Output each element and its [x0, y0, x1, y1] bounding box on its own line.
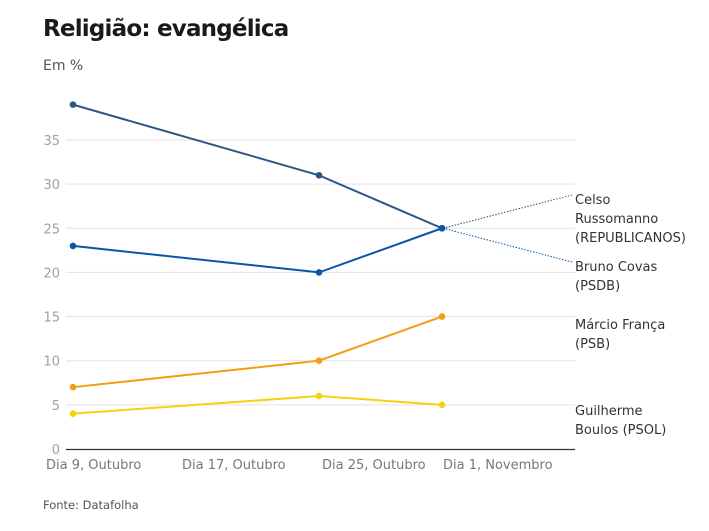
series-line [72, 315, 443, 389]
y-tick-label: 30 [43, 178, 60, 193]
data-point [315, 357, 323, 365]
leader-line [442, 227, 573, 263]
series-label: Celso [575, 193, 610, 208]
y-tick-label: 5 [52, 399, 60, 414]
data-point [315, 171, 323, 179]
data-point [438, 401, 446, 409]
series-label: Bruno Covas [575, 260, 658, 275]
data-point [69, 383, 77, 391]
y-tick-label: 35 [43, 134, 60, 149]
series-label: (PSB) [575, 337, 610, 352]
y-tick-label: 20 [43, 266, 60, 281]
leader-line [442, 194, 573, 229]
data-point [438, 313, 446, 320]
data-point [69, 410, 77, 417]
series-label: (PSDB) [575, 279, 620, 294]
series-line [72, 103, 443, 230]
y-tick-label: 0 [52, 443, 60, 458]
x-tick-label: Dia 9, Outubro [46, 458, 141, 473]
chart-title: Religião: evangélica [43, 16, 289, 42]
x-tick-label: Dia 1, Novembro [443, 458, 553, 473]
series-label: Guilherme [575, 404, 643, 419]
data-point [315, 392, 323, 400]
series-line [72, 227, 443, 274]
series-label: Russomanno [575, 212, 658, 227]
series-label: Boulos (PSOL) [575, 423, 666, 438]
y-tick-label: 15 [43, 311, 60, 326]
x-tick-label: Dia 25, Outubro [322, 458, 426, 473]
chart-subtitle: Em % [43, 58, 84, 74]
data-point [438, 224, 446, 232]
y-tick-label: 10 [43, 355, 60, 370]
data-point [315, 269, 323, 276]
x-tick-label: Dia 17, Outubro [182, 458, 286, 473]
data-point [69, 242, 77, 250]
data-point [69, 101, 77, 108]
source-note: Fonte: Datafolha [43, 498, 139, 512]
series-label: Márcio França [575, 318, 665, 333]
series-label: (REPUBLICANOS) [575, 231, 686, 246]
y-tick-label: 25 [43, 222, 60, 237]
